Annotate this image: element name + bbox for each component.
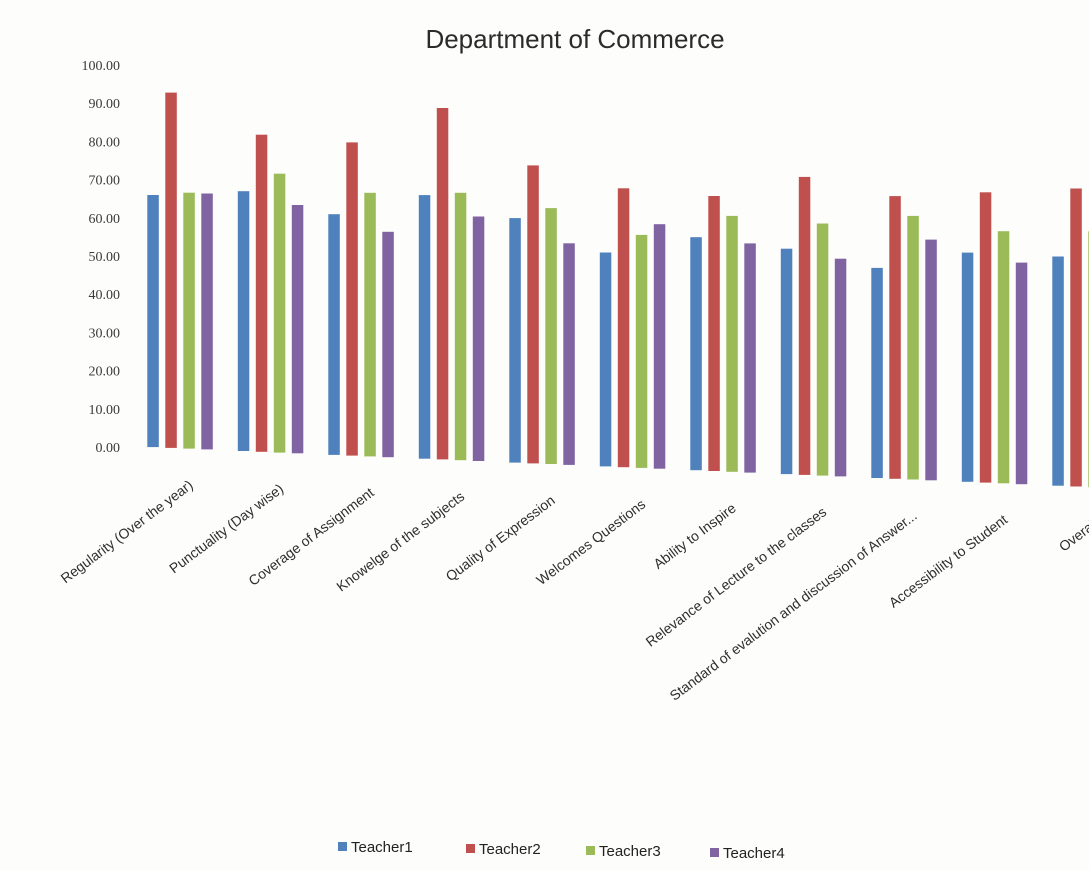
legend-swatch-teacher1 <box>338 842 347 851</box>
y-tick-label: 80.00 <box>89 135 121 150</box>
bar-teacher2-9 <box>979 192 992 483</box>
bar-teacher1-3 <box>418 195 431 459</box>
bar-teacher4-2 <box>382 231 394 458</box>
legend-swatch-teacher3 <box>586 846 595 855</box>
y-tick-label: 100.00 <box>82 59 121 74</box>
bar-teacher3-8 <box>907 215 919 480</box>
bar-teacher4-9 <box>1015 262 1028 485</box>
bar-teacher3-0 <box>183 192 195 449</box>
legend: Teacher1 Teacher2 Teacher3 Teacher4 <box>338 839 785 862</box>
x-tick-label: Relevance of Lecture to the classes <box>643 504 830 650</box>
bar-teacher2-10 <box>1070 188 1082 487</box>
chart-title: Department of Commerce <box>425 24 724 54</box>
bar-teacher4-5 <box>653 224 666 469</box>
bar-teacher2-3 <box>436 108 449 460</box>
x-axis: Regularity (Over the year)Punctuality (D… <box>58 477 1089 704</box>
bar-teacher1-7 <box>780 248 793 475</box>
legend-label-teacher1: Teacher1 <box>351 839 413 856</box>
bars-group <box>147 92 1089 488</box>
bar-teacher2-7 <box>798 176 811 475</box>
bar-teacher1-1 <box>237 191 250 451</box>
bar-teacher4-7 <box>834 258 847 477</box>
y-tick-label: 20.00 <box>89 365 121 380</box>
bar-teacher2-6 <box>708 196 720 471</box>
y-tick-label: 90.00 <box>89 97 121 112</box>
y-tick-label: 70.00 <box>89 174 121 189</box>
legend-swatch-teacher2 <box>466 844 475 853</box>
bar-teacher2-8 <box>889 196 901 479</box>
bar-teacher4-0 <box>201 193 213 450</box>
legend-label-teacher2: Teacher2 <box>479 841 541 858</box>
bar-teacher1-5 <box>599 252 612 467</box>
y-tick-label: 0.00 <box>96 441 121 456</box>
x-tick-label: Ability to Inspire <box>650 499 739 571</box>
bar-teacher2-4 <box>527 165 539 464</box>
y-tick-label: 10.00 <box>89 403 121 418</box>
bar-teacher3-3 <box>454 192 467 461</box>
bar-teacher1-8 <box>871 267 883 478</box>
bar-teacher4-8 <box>925 239 937 481</box>
bar-teacher3-6 <box>726 215 738 472</box>
y-tick-label: 50.00 <box>89 250 121 265</box>
bar-teacher1-2 <box>328 214 340 455</box>
bar-teacher2-0 <box>165 92 177 448</box>
y-tick-label: 30.00 <box>89 326 121 341</box>
legend-label-teacher4: Teacher4 <box>723 845 785 862</box>
legend-swatch-teacher4 <box>710 848 719 857</box>
bar-teacher3-4 <box>545 208 557 464</box>
y-axis: 0.00 10.00 20.00 30.00 40.00 50.00 60.00 70.00 8… <box>82 59 121 456</box>
legend-label-teacher3: Teacher3 <box>599 843 661 860</box>
bar-teacher1-6 <box>690 237 702 471</box>
bar-teacher2-5 <box>617 188 630 468</box>
bar-teacher2-1 <box>255 134 268 452</box>
x-tick-label: Overall <box>1056 515 1089 554</box>
bar-teacher4-1 <box>291 205 304 454</box>
bar-teacher4-3 <box>472 216 485 461</box>
bar-teacher1-9 <box>961 252 974 482</box>
bar-teacher3-7 <box>816 223 829 476</box>
bar-teacher3-2 <box>364 192 376 457</box>
y-tick-label: 40.00 <box>89 288 121 303</box>
bar-teacher1-10 <box>1052 256 1064 486</box>
bar-teacher1-0 <box>147 195 159 448</box>
bar-teacher4-6 <box>744 243 756 473</box>
bar-teacher3-9 <box>997 231 1010 484</box>
bar-teacher3-1 <box>273 173 286 453</box>
bar-teacher4-4 <box>563 243 575 465</box>
bar-teacher2-2 <box>346 142 358 456</box>
bar-teacher1-4 <box>509 218 521 463</box>
bar-teacher3-5 <box>635 234 648 468</box>
y-tick-label: 60.00 <box>89 212 121 227</box>
